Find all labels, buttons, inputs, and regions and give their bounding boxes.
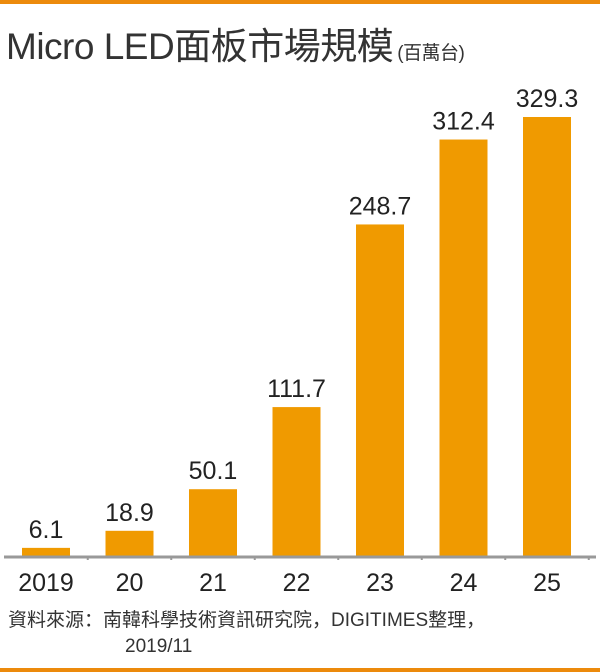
bar-22 [272, 407, 321, 556]
x-tick-22: 22 [283, 569, 311, 597]
data-label-24: 312.4 [432, 108, 495, 136]
data-label-22: 111.7 [267, 375, 326, 403]
bar-24 [439, 139, 488, 556]
x-tick-23: 23 [366, 569, 394, 597]
chart-title: Micro LED面板市場規模 (百萬台) [6, 16, 465, 70]
source-date: 2019/11 [125, 636, 193, 657]
bar-21 [189, 489, 237, 556]
bar-25 [523, 117, 571, 556]
x-tick-20: 20 [116, 569, 144, 597]
bar-23 [356, 224, 404, 556]
title-text: Micro LED面板市場規模 [6, 26, 394, 67]
data-label-25: 329.3 [516, 85, 579, 113]
x-tick-25: 25 [533, 569, 561, 597]
data-label-21: 50.1 [189, 457, 238, 485]
data-label-23: 248.7 [349, 192, 412, 220]
bar-2019 [22, 547, 70, 556]
source-text: 資料來源：南韓科學技術資訊研究院，DIGITIMES整理， [8, 610, 486, 631]
unit-label: (百萬台) [397, 43, 465, 64]
bar-20 [105, 530, 154, 556]
source-note: 資料來源：南韓科學技術資訊研究院，DIGITIMES整理， 2019/11 [8, 608, 485, 660]
data-label-2019: 6.1 [29, 516, 64, 544]
x-tick-21: 21 [199, 569, 227, 597]
data-label-20: 18.9 [105, 499, 154, 527]
x-tick-24: 24 [450, 569, 478, 597]
bottom-border [0, 668, 600, 672]
x-tick-2019: 2019 [18, 569, 74, 597]
top-border [0, 0, 600, 4]
